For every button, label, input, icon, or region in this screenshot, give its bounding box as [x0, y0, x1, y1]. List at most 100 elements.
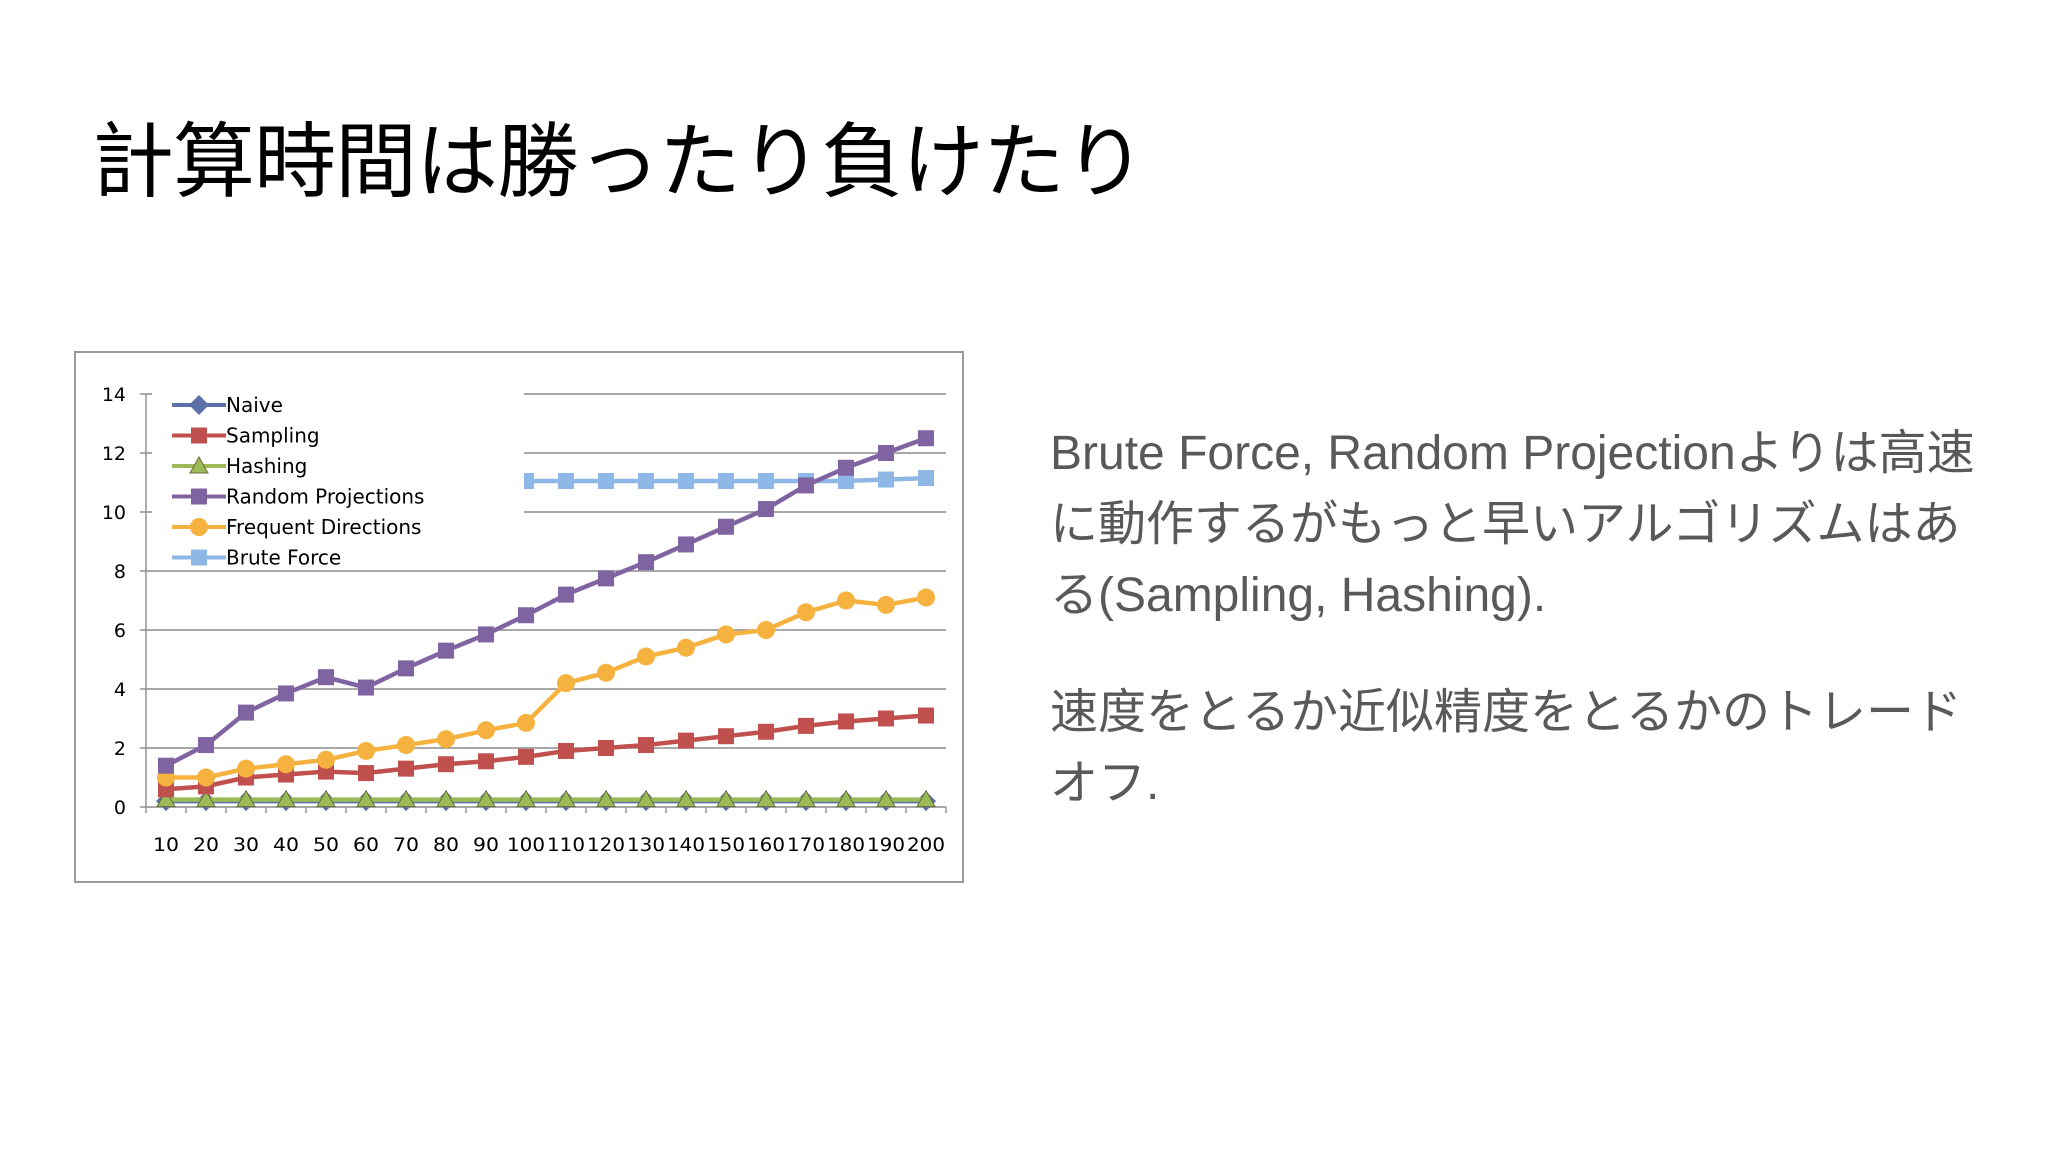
line-chart: 0 2 4 6 8 10 12 14 10 20 30 40 50 60 70 80 90 100 110 120 13…	[102, 384, 947, 856]
point-hashing-140	[676, 789, 696, 808]
point-random-projections-30	[238, 704, 254, 721]
point-hashing-190	[876, 789, 896, 808]
series	[156, 430, 936, 812]
legend-swatch-marker	[191, 488, 207, 505]
point-hashing-80	[436, 789, 456, 808]
point-random-projections-160	[758, 501, 774, 518]
point-brute-force-130	[638, 473, 654, 490]
point-sampling-80	[438, 756, 454, 773]
point-random-projections-50	[318, 669, 334, 686]
point-hashing-130	[636, 789, 656, 808]
point-hashing-100	[516, 789, 536, 808]
chart-frame: 0 2 4 6 8 10 12 14 10 20 30 40 50 60 70 80 90 100 110 120 13…	[74, 351, 964, 883]
point-frequent-directions-30	[237, 759, 255, 778]
y-tick-label-0: 0	[114, 797, 126, 819]
paragraph-2: 速度をとるか近似精度をとるかのトレードオフ.	[1050, 686, 1963, 810]
legend-label-sampling: Sampling	[226, 424, 320, 448]
point-hashing-200	[916, 789, 936, 808]
point-hashing-50	[316, 789, 336, 808]
point-frequent-directions-180	[837, 591, 855, 610]
legend-item-sampling: Sampling	[172, 424, 320, 448]
series-sampling	[158, 707, 934, 798]
point-sampling-160	[758, 723, 774, 740]
point-frequent-directions-130	[637, 647, 655, 666]
legend-item-random-projections: Random Projections	[172, 485, 424, 509]
point-frequent-directions-50	[317, 750, 335, 769]
point-sampling-100	[518, 748, 534, 765]
point-frequent-directions-100	[517, 713, 535, 732]
x-tick-label-200: 200	[907, 834, 945, 856]
point-brute-force-180	[838, 473, 854, 490]
point-hashing-70	[396, 789, 416, 808]
point-brute-force-200	[918, 470, 934, 487]
point-hashing-60	[356, 789, 376, 808]
point-hashing-90	[476, 789, 496, 808]
point-brute-force-160	[758, 473, 774, 490]
y-tick-label-4: 4	[114, 679, 126, 701]
point-random-projections-60	[358, 679, 374, 696]
y-tick-label-6: 6	[114, 620, 126, 642]
series-frequent-directions	[157, 588, 935, 787]
point-brute-force-190	[878, 471, 894, 488]
point-hashing-110	[556, 789, 576, 808]
point-random-projections-80	[438, 642, 454, 659]
point-hashing-180	[836, 789, 856, 808]
y-tick-label-8: 8	[114, 561, 126, 583]
x-tick-label-90: 90	[473, 834, 499, 856]
point-random-projections-150	[718, 518, 734, 535]
y-tick-label-14: 14	[102, 384, 126, 406]
point-hashing-10	[156, 789, 176, 808]
y-tick-label-2: 2	[114, 738, 126, 760]
point-random-projections-140	[678, 536, 694, 553]
point-frequent-directions-120	[597, 663, 615, 682]
legend-swatch-marker	[189, 455, 209, 474]
point-random-projections-130	[638, 554, 654, 571]
point-hashing-40	[276, 789, 296, 808]
point-frequent-directions-160	[757, 621, 775, 639]
x-tick-label-70: 70	[393, 834, 419, 856]
point-sampling-180	[838, 713, 854, 730]
legend-swatch-marker	[191, 427, 207, 444]
x-tick-label-160: 160	[747, 834, 785, 856]
point-sampling-70	[398, 760, 414, 777]
point-random-projections-70	[398, 660, 414, 677]
legend-label-frequent-directions: Frequent Directions	[226, 515, 421, 539]
point-random-projections-10	[158, 757, 174, 774]
point-frequent-directions-60	[357, 741, 375, 760]
x-tick-label-40: 40	[273, 834, 299, 856]
x-tick-label-60: 60	[353, 834, 379, 856]
point-hashing-20	[196, 789, 216, 808]
legend-box	[152, 391, 524, 559]
point-sampling-150	[718, 728, 734, 745]
x-tick-label-170: 170	[787, 834, 825, 856]
x-tick-label-120: 120	[587, 834, 625, 856]
slide-title: 計算時間は勝ったり負けたり	[92, 115, 1146, 210]
point-random-projections-40	[278, 685, 294, 702]
body-text: Brute Force, Random Projectionよりは高速に動作する…	[1050, 418, 1980, 819]
point-random-projections-120	[598, 570, 614, 587]
legend-item-frequent-directions: Frequent Directions	[172, 515, 421, 539]
point-random-projections-100	[518, 607, 534, 624]
point-hashing-170	[796, 789, 816, 808]
legend-swatch-marker	[191, 549, 207, 566]
series-hashing	[156, 789, 936, 808]
point-sampling-120	[598, 740, 614, 756]
point-random-projections-180	[838, 459, 854, 476]
x-tick-label-30: 30	[233, 834, 259, 856]
point-frequent-directions-40	[277, 755, 295, 774]
legend-label-random-projections: Random Projections	[226, 485, 424, 509]
point-sampling-140	[678, 732, 694, 749]
point-hashing-150	[716, 789, 736, 808]
paragraph-1: Brute Force, Random Projectionよりは高速に動作する…	[1050, 427, 1975, 622]
point-sampling-90	[478, 753, 494, 770]
point-brute-force-140	[678, 473, 694, 490]
legend-item-hashing: Hashing	[172, 454, 307, 478]
point-frequent-directions-80	[437, 730, 455, 749]
x-tick-label-50: 50	[313, 834, 339, 856]
point-brute-force-120	[598, 473, 614, 490]
x-tick-label-180: 180	[827, 834, 865, 856]
x-tick-label-140: 140	[667, 834, 705, 856]
series-random-projections	[158, 430, 934, 774]
point-hashing-160	[756, 789, 776, 808]
point-frequent-directions-200	[917, 588, 935, 607]
